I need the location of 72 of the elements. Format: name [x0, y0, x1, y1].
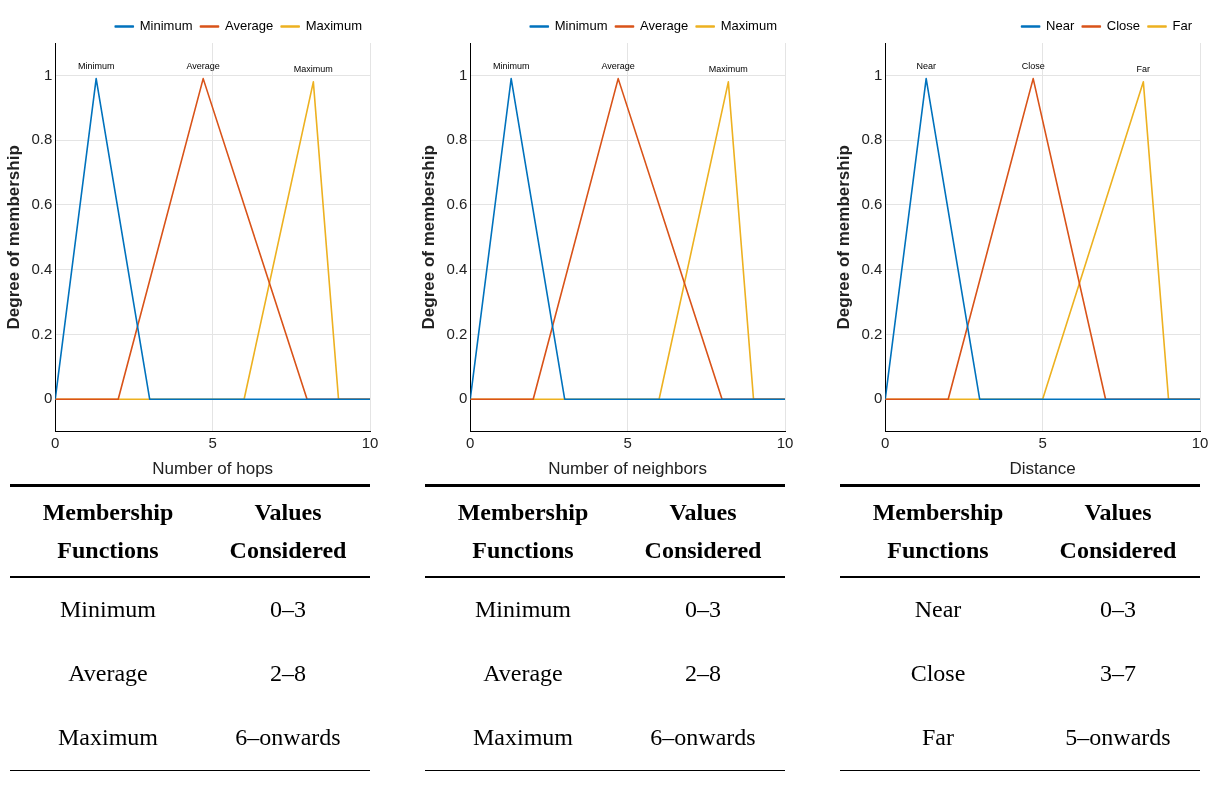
y-tick-label: 0.6: [861, 195, 883, 213]
x-tick-label: 5: [623, 433, 632, 451]
annotation: Maximum: [708, 64, 748, 75]
y-axis-title: Degree of membership: [833, 145, 853, 330]
text: Membership Functions: [871, 498, 1005, 566]
y-tick-label: 0.4: [31, 259, 53, 277]
x-tick-label: 5: [1038, 433, 1047, 451]
x-axis-title: Number of neighbors: [548, 459, 708, 479]
y-tick-label: 0.8: [31, 130, 53, 148]
legend-label: Average: [224, 18, 274, 34]
text: Membership Functions: [456, 498, 590, 566]
text: 5–onwards: [1064, 723, 1172, 753]
text: Values Considered: [1058, 498, 1178, 566]
text: Minimum: [474, 595, 572, 625]
x-tick-label: 5: [208, 433, 217, 451]
legend-label: Far: [1172, 18, 1193, 34]
y-tick-label: 0.8: [446, 130, 468, 148]
text: Close: [909, 659, 967, 689]
text: 6–onwards: [234, 723, 342, 753]
legend-label: Near: [1046, 18, 1075, 34]
legend-label: Maximum: [305, 18, 363, 34]
y-tick-label: 0.4: [446, 259, 468, 277]
text: 6–onwards: [649, 723, 757, 753]
annotation: Average: [601, 61, 635, 72]
y-axis-title: Degree of membership: [3, 145, 23, 330]
annotation: Minimum: [492, 61, 530, 72]
x-axis-title: Number of hops: [152, 459, 274, 479]
text: Values Considered: [643, 498, 763, 566]
legend-label: Maximum: [720, 18, 778, 34]
legend-label: Close: [1106, 18, 1141, 34]
text: Maximum: [57, 723, 159, 753]
text: Membership Functions: [41, 498, 175, 566]
y-tick-label: 0.2: [31, 324, 53, 342]
x-tick-label: 10: [1191, 433, 1209, 451]
text: 3–7: [1099, 659, 1137, 689]
y-tick-label: 0.6: [446, 195, 468, 213]
legend-label: Minimum: [554, 18, 608, 34]
y-tick-label: 0: [43, 389, 53, 407]
text: 0–3: [1099, 595, 1137, 625]
y-tick-label: 0.2: [861, 324, 883, 342]
annotation: Minimum: [77, 61, 115, 72]
x-axis-title: Distance: [1009, 459, 1076, 479]
y-tick-label: 0: [458, 389, 468, 407]
text: Minimum: [59, 595, 157, 625]
text: Average: [482, 659, 564, 689]
text: 0–3: [269, 595, 307, 625]
y-tick-label: 1: [458, 65, 468, 83]
y-tick-label: 0.6: [31, 195, 53, 213]
annotation: Near: [916, 61, 936, 72]
y-tick-label: 0: [873, 389, 883, 407]
annotation: Average: [186, 61, 220, 72]
text: Average: [67, 659, 149, 689]
legend-label: Minimum: [139, 18, 193, 34]
text: Far: [921, 723, 955, 753]
y-axis-title: Degree of membership: [418, 145, 438, 330]
x-tick-label: 10: [776, 433, 794, 451]
text: Values Considered: [228, 498, 348, 566]
text: 2–8: [684, 659, 722, 689]
y-tick-label: 0.8: [861, 130, 883, 148]
annotation: Close: [1021, 61, 1045, 72]
text: Maximum: [472, 723, 574, 753]
annotation: Maximum: [293, 64, 333, 75]
text: Near: [913, 595, 963, 625]
x-tick-label: 10: [361, 433, 379, 451]
legend-label: Average: [639, 18, 689, 34]
y-tick-label: 1: [43, 65, 53, 83]
text: 2–8: [269, 659, 307, 689]
text: 0–3: [684, 595, 722, 625]
y-tick-label: 0.4: [861, 259, 883, 277]
y-tick-label: 1: [873, 65, 883, 83]
annotation: Far: [1136, 64, 1151, 75]
y-tick-label: 0.2: [446, 324, 468, 342]
